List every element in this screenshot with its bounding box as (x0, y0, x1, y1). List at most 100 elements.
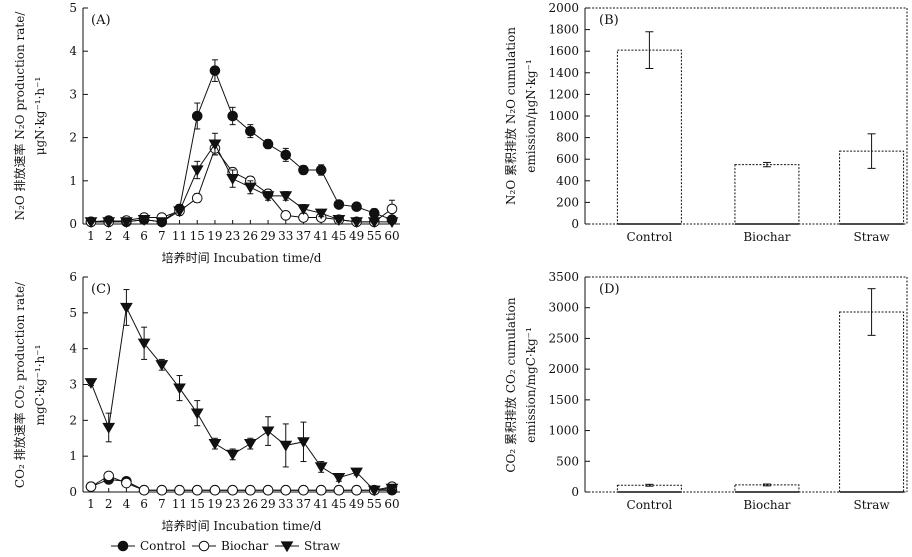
series-biochar (85, 470, 398, 496)
legend-label: Control (140, 539, 186, 553)
y-tick-label: 500 (556, 454, 579, 468)
legend-label: Biochar (221, 539, 268, 553)
x-tick-label: 15 (190, 497, 205, 511)
x-tick-label: 37 (296, 229, 311, 243)
data-point (298, 484, 309, 496)
x-tick-label: Control (627, 230, 673, 244)
data-point (298, 164, 309, 176)
y-tick-label: 3 (69, 87, 77, 101)
y-axis-label: mgC·kg⁻¹·h⁻¹ (33, 345, 47, 426)
series-control (85, 59, 398, 228)
y-tick-label: 2 (69, 131, 77, 145)
data-point (190, 408, 204, 420)
y-tick-label: 0 (571, 485, 579, 499)
y-tick-label: 2000 (548, 1, 579, 15)
y-tick-label: 6 (69, 270, 77, 284)
x-tick-label: 55 (367, 497, 382, 511)
data-point (209, 484, 221, 496)
y-tick-label: 0 (571, 217, 579, 231)
data-point (350, 217, 363, 229)
series-straw (84, 132, 399, 229)
y-tick-label: 2500 (548, 331, 579, 345)
y-axis-label: N₂O 累积排放 N₂O cumulation (503, 27, 518, 205)
data-point (261, 191, 275, 203)
legend-marker (280, 541, 294, 553)
data-point (333, 484, 345, 496)
data-point (243, 182, 257, 194)
x-tick-label: 55 (367, 229, 382, 243)
data-point (120, 302, 133, 314)
data-point (191, 110, 203, 122)
x-tick-label: 2 (105, 497, 113, 511)
bar-control (616, 49, 682, 225)
data-point (102, 217, 116, 229)
y-tick-label: 3 (69, 378, 77, 392)
x-tick-label: 11 (172, 497, 187, 511)
x-tick-label: 19 (207, 497, 222, 511)
legend-item-biochar: Biochar (192, 539, 268, 553)
x-tick-label: 23 (225, 229, 240, 243)
x-tick-label: 33 (278, 497, 293, 511)
panel-1-bar-chart: 0 200 400 600 800 1000 1200 1400 1600 1800 2000 N₂O… (503, 1, 908, 244)
x-tick-label: 37 (296, 497, 311, 511)
series-line (91, 147, 393, 223)
data-point (103, 470, 115, 482)
data-point (173, 383, 186, 395)
panel-label: (A) (91, 13, 111, 28)
data-point (385, 483, 399, 495)
y-tick-label: 1000 (548, 424, 579, 438)
panel-label: (C) (91, 282, 111, 297)
x-axis-label: 培养时间 Incubation time/d (162, 250, 322, 265)
data-point (314, 208, 328, 220)
y-tick-label: 0 (69, 485, 77, 499)
data-point (261, 426, 275, 438)
series-line (90, 475, 393, 491)
y-tick-label: 2 (69, 413, 77, 427)
data-point (227, 110, 238, 122)
data-point (137, 215, 151, 226)
data-point (262, 484, 274, 496)
data-point (137, 338, 151, 350)
data-point (350, 467, 363, 479)
series-line (90, 305, 393, 491)
data-point (209, 65, 221, 76)
series-line (90, 478, 392, 491)
x-tick-label: 1 (87, 497, 95, 511)
x-tick-label: 29 (260, 497, 275, 511)
legend-marker (117, 540, 129, 552)
bar-biochar (734, 164, 800, 225)
y-tick-label: 600 (556, 152, 579, 166)
data-point (351, 201, 362, 213)
x-tick-label: 19 (207, 229, 222, 243)
y-tick-label: 4 (69, 44, 77, 58)
x-tick-label: 60 (384, 497, 399, 511)
data-point (245, 484, 256, 496)
data-point (173, 206, 186, 218)
x-tick-label: Control (627, 498, 673, 512)
data-point (297, 437, 310, 449)
panel-label: (B) (599, 13, 619, 28)
data-point (280, 210, 292, 221)
y-axis-label: emission/μgN·kg⁻¹ (524, 59, 538, 172)
y-tick-label: 1400 (548, 66, 579, 80)
x-tick-label: 41 (314, 497, 329, 511)
data-point (120, 217, 133, 229)
x-tick-label: 33 (278, 229, 293, 243)
panel-label: (D) (599, 282, 620, 297)
y-axis-label: N₂O 排放速率 N₂O production rate/ (12, 11, 27, 221)
y-tick-label: 1600 (548, 44, 579, 58)
x-tick-label: 26 (243, 497, 258, 511)
x-tick-label: 45 (331, 497, 346, 511)
legend-item-control: Control (111, 539, 186, 553)
y-tick-label: 2000 (548, 362, 579, 376)
y-axis-label: emission/mgC·kg⁻¹ (524, 327, 538, 443)
data-point (315, 164, 327, 176)
x-tick-label: 15 (190, 229, 205, 243)
y-tick-label: 400 (556, 174, 579, 188)
data-point (280, 484, 292, 496)
x-tick-label: 49 (349, 497, 364, 511)
data-point (84, 217, 98, 229)
data-point (332, 473, 346, 484)
data-point (174, 484, 185, 496)
